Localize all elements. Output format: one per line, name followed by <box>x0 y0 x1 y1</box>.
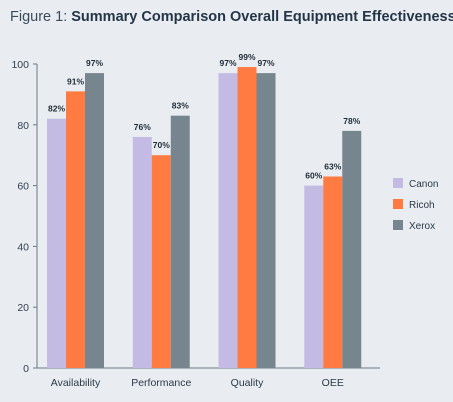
legend-swatch <box>393 220 403 230</box>
figure-label: Figure 1: <box>10 9 68 25</box>
bar <box>323 176 343 368</box>
bar-value-label: 76% <box>134 122 151 132</box>
bar-value-label: 97% <box>86 58 103 68</box>
legend-swatch <box>393 199 403 209</box>
bar-value-label: 97% <box>257 58 274 68</box>
bar <box>47 118 66 368</box>
y-tick-label: 0 <box>23 363 29 375</box>
bar-value-label: 60% <box>305 171 322 181</box>
bar <box>256 73 276 369</box>
y-tick-label: 40 <box>17 241 29 253</box>
legend-label: Ricoh <box>409 200 435 211</box>
bar-value-label: 70% <box>153 140 170 150</box>
bar <box>218 73 238 369</box>
x-tick-label: OEE <box>322 377 344 389</box>
y-tick-label: 80 <box>17 120 29 132</box>
legend-label: Canon <box>409 179 438 190</box>
bar <box>170 115 190 369</box>
legend-label: Xerox <box>409 221 435 232</box>
bar-value-label: 82% <box>48 104 65 114</box>
bar-value-label: 78% <box>343 116 360 126</box>
bar <box>151 155 171 368</box>
chart-title: Figure 1: Summary Comparison Overall Equ… <box>10 9 453 25</box>
legend-swatch <box>393 178 403 188</box>
bar-value-label: 63% <box>324 161 341 171</box>
bar <box>132 136 152 368</box>
y-tick-label: 60 <box>17 181 29 193</box>
x-tick-label: Availability <box>51 377 101 389</box>
bar <box>342 130 362 368</box>
x-tick-label: Quality <box>231 377 264 389</box>
bar-value-label: 97% <box>219 58 236 68</box>
bar <box>66 91 85 369</box>
y-tick-label: 100 <box>11 59 29 71</box>
y-tick-label: 20 <box>17 302 29 314</box>
bar <box>237 67 257 368</box>
bar-value-label: 99% <box>238 52 255 62</box>
figure-title: Summary Comparison Overall Equipment Eff… <box>71 9 453 25</box>
bar <box>304 185 324 368</box>
bar-value-label: 91% <box>67 76 84 86</box>
bar-value-label: 83% <box>172 101 189 111</box>
bar <box>85 73 104 369</box>
x-tick-label: Performance <box>131 377 191 389</box>
